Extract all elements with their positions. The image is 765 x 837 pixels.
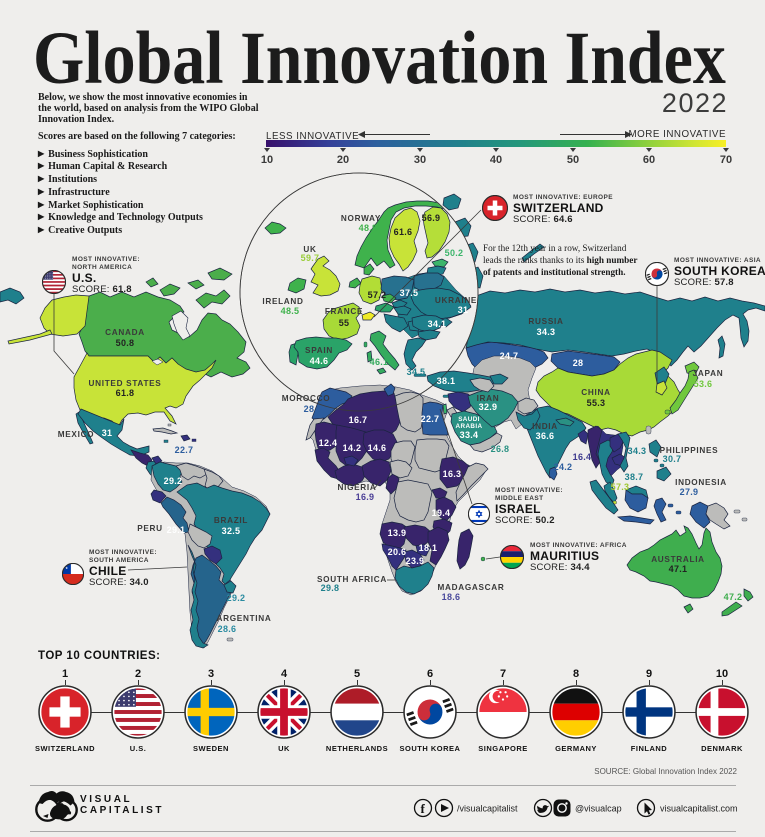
svg-text:f: f: [421, 801, 426, 816]
svg-text:/visualcapitalist: /visualcapitalist: [457, 804, 518, 814]
svg-text:@visualcap: @visualcap: [575, 804, 622, 814]
svg-text:visualcapitalist.com: visualcapitalist.com: [660, 804, 738, 814]
